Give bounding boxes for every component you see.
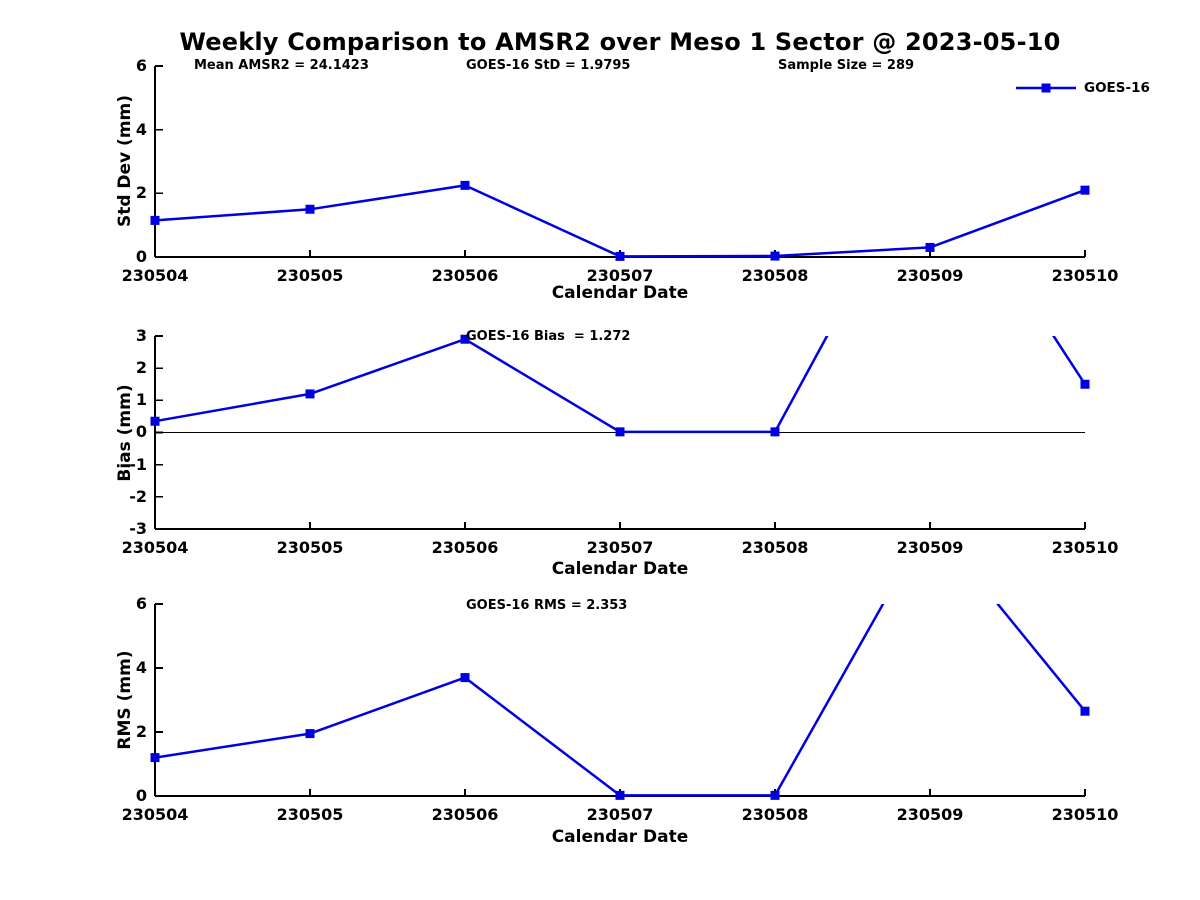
std-dev-data-point-marker	[1080, 185, 1090, 195]
std-dev-ylabel: Std Dev (mm)	[115, 94, 135, 228]
bias-xtick-230506: 230506	[431, 538, 499, 557]
rms-xtick-230505: 230505	[276, 805, 344, 824]
std-dev-xtick-230505: 230505	[276, 266, 344, 285]
rms-ytick-2: 2	[135, 722, 147, 741]
std-dev-annotation-std: GOES-16 StD = 1.9795	[466, 58, 631, 73]
rms-annotation: GOES-16 RMS = 2.353	[466, 598, 628, 613]
bias-markers	[150, 334, 1090, 437]
rms-ytick-0: 0	[135, 786, 147, 805]
std-dev-annotation-mean: Mean AMSR2 = 24.1423	[194, 58, 369, 73]
legend-label: GOES-16	[1084, 80, 1150, 96]
bias-xlabel: Calendar Date	[551, 559, 689, 579]
bias-xtick-230510: 230510	[1051, 538, 1119, 557]
bias-ytick-3: 3	[135, 326, 147, 345]
rms-xtick-230506: 230506	[431, 805, 499, 824]
rms-data-point-marker	[1080, 706, 1090, 716]
bias-ytick-1: 1	[135, 390, 147, 409]
bias-data-point-marker	[615, 427, 625, 437]
std-dev-data-point-marker	[305, 204, 315, 214]
rms-xtick-230507: 230507	[586, 805, 654, 824]
legend-marker-icon	[1041, 83, 1051, 93]
rms-data-point-marker	[305, 729, 315, 739]
bias-xtick-230508: 230508	[741, 538, 809, 557]
rms-xlabel: Calendar Date	[551, 827, 689, 847]
rms-xtick-230510: 230510	[1051, 805, 1119, 824]
bias-data-point-marker	[150, 416, 160, 426]
std-dev-plot	[150, 65, 1090, 261]
bias-plot	[150, 334, 1090, 530]
rms-xtick-230509: 230509	[896, 805, 964, 824]
rms-data-point-marker	[460, 673, 470, 683]
rms-ytick-6: 6	[135, 594, 147, 613]
bias-xtick-230504: 230504	[121, 538, 189, 557]
std-dev-goes16-line	[154, 184, 1086, 258]
bias-xtick-230507: 230507	[586, 538, 654, 557]
rms-data-point-marker	[150, 753, 160, 763]
std-dev-ytick-2: 2	[135, 183, 147, 202]
rms-plot	[150, 603, 1090, 800]
rms-axes	[154, 603, 1086, 797]
std-dev-xtick-230507: 230507	[586, 266, 654, 285]
chart-title: Weekly Comparison to AMSR2 over Meso 1 S…	[179, 28, 1061, 56]
bias-ytick-n3: -3	[129, 519, 147, 538]
std-dev-data-point-marker	[770, 251, 780, 261]
std-dev-xtick-230509: 230509	[896, 266, 964, 285]
std-dev-data-point-marker	[460, 180, 470, 190]
bias-data-point-marker	[1080, 379, 1090, 389]
std-dev-data-point-marker	[925, 242, 935, 252]
std-dev-data-point-marker	[150, 215, 160, 225]
std-dev-ytick-0: 0	[135, 247, 147, 266]
std-dev-xtick-230506: 230506	[431, 266, 499, 285]
std-dev-xlabel: Calendar Date	[551, 283, 689, 303]
bias-ytick-0: 0	[135, 422, 147, 441]
rms-data-point-marker	[615, 790, 625, 800]
bias-xtick-230509: 230509	[896, 538, 964, 557]
std-dev-axes	[154, 65, 1086, 258]
std-dev-xtick-230504: 230504	[121, 266, 189, 285]
bias-ytick-2: 2	[135, 358, 147, 377]
std-dev-data-point-marker	[615, 251, 625, 261]
bias-data-point-marker	[770, 427, 780, 437]
std-dev-xtick-230510: 230510	[1051, 266, 1119, 285]
rms-xtick-230504: 230504	[121, 805, 189, 824]
rms-ytick-4: 4	[135, 658, 147, 677]
bias-data-point-marker	[305, 389, 315, 399]
bias-annotation: GOES-16 Bias = 1.272	[466, 329, 631, 344]
bias-ytick-n2: -2	[129, 487, 147, 506]
rms-xtick-230508: 230508	[741, 805, 809, 824]
rms-markers	[150, 673, 1090, 800]
legend: GOES-16	[1015, 80, 1150, 96]
std-dev-markers	[150, 180, 1090, 261]
std-dev-ytick-6: 6	[135, 56, 147, 75]
rms-data-point-marker	[770, 790, 780, 800]
bias-data-point-marker	[460, 334, 470, 344]
std-dev-ytick-4: 4	[135, 120, 147, 139]
legend-line-sample	[1016, 83, 1076, 93]
bias-ytick-n1: -1	[129, 455, 147, 474]
std-dev-annotation-sample: Sample Size = 289	[778, 58, 915, 73]
bias-xtick-230505: 230505	[276, 538, 344, 557]
std-dev-xtick-230508: 230508	[741, 266, 809, 285]
